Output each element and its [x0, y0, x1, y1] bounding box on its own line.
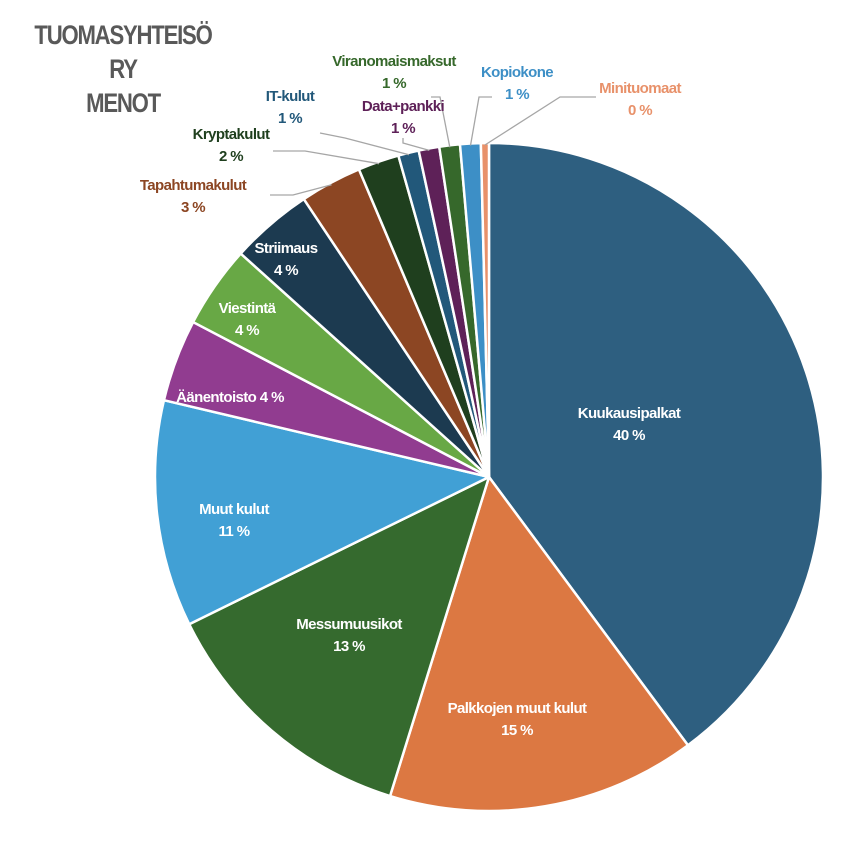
- data-label-viestinta: Viestintä 4 %: [219, 300, 277, 339]
- pie-slice-kuukausipalkat: [487, 141, 825, 747]
- data-label-muut-kulut: Muut kulut 11 %: [199, 501, 269, 540]
- data-label-minituomaat: Minituomaat 0 %: [599, 80, 681, 119]
- leader-line-kopiokone: [469, 96, 492, 146]
- chart-title-line-2: MENOT: [86, 88, 161, 118]
- data-label-kopiokone: Kopiokone 1 %: [481, 64, 553, 103]
- data-label-messumuusikot: Messumuusikot 13 %: [296, 616, 402, 655]
- chart-title-line-1: TUOMASYHTEISÖ RY: [34, 20, 212, 84]
- data-label-kuukausipalkat: Kuukausipalkat 40 %: [578, 405, 681, 444]
- chart-title: TUOMASYHTEISÖ RY MENOT: [22, 18, 224, 120]
- data-label-tapahtumakulut: Tapahtumakulut 3 %: [140, 177, 247, 216]
- data-label-palkkojen-muut-kulut: Palkkojen muut kulut 15 %: [448, 700, 587, 739]
- leader-line-minituomaat: [484, 96, 596, 146]
- leader-line-data-pankki: [402, 138, 430, 152]
- leader-line-kryptakulut: [273, 150, 380, 165]
- pie-slice-messumuusikot: [187, 475, 491, 798]
- data-label-kryptakulut: Kryptakulut 2 %: [193, 126, 270, 165]
- leader-line-tapahtumakulut: [270, 184, 332, 196]
- pie-slice-muut-kulut: [153, 398, 491, 626]
- leader-line-viranomaismaksut: [431, 96, 451, 148]
- data-label-striimaus: Striimaus 4 %: [255, 240, 318, 279]
- data-label-it-kulut: IT-kulut 1 %: [266, 88, 315, 127]
- pie-slice-palkkojen-muut-kulut: [388, 475, 690, 813]
- data-label-data-pankki: Data+pankki 1 %: [362, 98, 445, 137]
- data-label-aanentoisto: Äänentoisto 4 %: [176, 389, 284, 406]
- leader-line-it-kulut: [319, 132, 410, 156]
- data-label-viranomaismaksut: Viranomaismaksut 1 %: [332, 53, 456, 92]
